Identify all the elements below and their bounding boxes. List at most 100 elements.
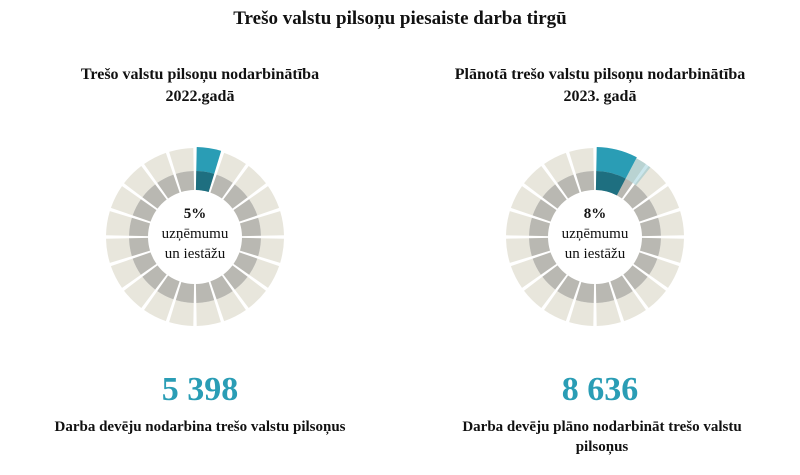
donut-outer-segment xyxy=(510,186,541,216)
donut-inner-segment xyxy=(142,184,167,209)
donut-inner-segment xyxy=(129,237,151,257)
donut-inner-segment xyxy=(132,252,157,275)
donut-outer-segment xyxy=(649,258,680,288)
donut-outer-segment xyxy=(124,166,156,198)
caption-line: Darba devēju nodarbina trešo valstu pils… xyxy=(54,419,346,435)
donut-inner-segment xyxy=(142,265,167,290)
caption-line: Darba devēju plāno nodarbināt trešo vals… xyxy=(462,419,742,435)
donut-outer-segment xyxy=(216,291,246,322)
donut-inner-segment xyxy=(610,275,633,300)
caption: Darba devēju plāno nodarbināt trešo vals… xyxy=(424,417,780,457)
panel-title: Plānotā trešo valstu pilsoņu nodarbinātī… xyxy=(400,64,800,108)
donut-outer-segment xyxy=(106,238,132,263)
donut-share-inner xyxy=(195,171,215,193)
donut-outer-segment xyxy=(169,148,194,174)
donut-inner-segment xyxy=(532,199,557,222)
panel-title-line: Trešo valstu pilsoņu nodarbinātība xyxy=(80,66,320,83)
donut-share-outer xyxy=(196,147,222,174)
donut-share-fade xyxy=(625,158,651,186)
donut-inner-segment xyxy=(157,174,180,199)
caption: Darba devēju nodarbina trešo valstu pils… xyxy=(0,417,400,437)
donut-inner-segment xyxy=(132,199,157,222)
share-percent: 5% xyxy=(183,206,207,222)
donut-outer-segment xyxy=(658,238,684,263)
donut-outer-segment xyxy=(106,211,132,236)
donut-outer-segment xyxy=(258,238,284,263)
center-label: 8% uzņēmumu un iestāžu xyxy=(534,204,656,264)
panel-title: Trešo valstu pilsoņu nodarbinātība 2022.… xyxy=(0,64,400,108)
donut-outer-segment xyxy=(634,276,666,308)
panel-title-line: 2023. gadā xyxy=(563,88,637,105)
center-label-line: uzņēmumu xyxy=(561,226,629,242)
donut-inner-segment xyxy=(623,184,648,209)
donut-outer-segment xyxy=(234,166,266,198)
donut-outer-segment xyxy=(196,300,221,326)
donut-outer-segment xyxy=(544,291,574,322)
donut-outer-segment xyxy=(569,148,594,174)
donut-inner-segment xyxy=(239,237,261,257)
donut-outer-segment xyxy=(234,276,266,308)
donut-inner-segment xyxy=(129,217,151,237)
donut-outer-segment xyxy=(524,166,556,198)
share-percent: 8% xyxy=(583,206,607,222)
donut-outer-segment xyxy=(169,300,194,326)
donut-inner-segment xyxy=(532,252,557,275)
donut-outer-segment xyxy=(144,152,174,183)
donut-inner-segment xyxy=(575,281,595,303)
donut-share-outer xyxy=(596,147,637,179)
panel-2022: Trešo valstu pilsoņu nodarbinātība 2022.… xyxy=(0,64,400,469)
donut-inner-segment xyxy=(529,217,551,237)
donut-inner-segment xyxy=(542,265,567,290)
donut-outer-segment xyxy=(510,258,541,288)
donut-outer-segment xyxy=(506,238,532,263)
donut-inner-segment xyxy=(233,252,258,275)
donut-inner-segment xyxy=(223,265,248,290)
donut-inner-segment xyxy=(157,275,180,300)
donut-inner-segment xyxy=(233,199,258,222)
donut-outer-segment xyxy=(216,152,246,183)
center-label: 5% uzņēmumu un iestāžu xyxy=(134,204,256,264)
donut-share-inner xyxy=(595,171,626,196)
donut-outer-segment xyxy=(249,186,280,216)
donut-inner-segment xyxy=(223,184,248,209)
donut-inner-segment xyxy=(639,237,661,257)
donut-inner-segment xyxy=(575,171,595,193)
donut-inner-segment xyxy=(633,199,658,222)
donut-outer-segment xyxy=(506,211,532,236)
donut-outer-segment xyxy=(144,291,174,322)
donut-outer-segment xyxy=(110,258,141,288)
donut-inner-segment xyxy=(175,171,195,193)
donut-outer-segment xyxy=(258,211,284,236)
donut-inner-segment xyxy=(239,217,261,237)
main-title: Trešo valstu pilsoņu piesaiste darba tir… xyxy=(233,8,567,29)
donut-chart-2022 xyxy=(106,147,284,326)
donut-outer-segment xyxy=(544,152,574,183)
caption-line: pilsoņus xyxy=(575,439,629,455)
donut-inner-segment xyxy=(595,281,615,303)
donut-inner-segment xyxy=(639,217,661,237)
donut-outer-segment xyxy=(634,166,666,198)
donut-outer-segment xyxy=(569,300,594,326)
panel-title-line: Plānotā trešo valstu pilsoņu nodarbinātī… xyxy=(454,66,746,83)
employer-count: 8 636 xyxy=(561,371,639,408)
center-label-line: un iestāžu xyxy=(164,246,226,262)
donut-inner-segment xyxy=(210,174,233,199)
panel-title-line: 2022.gadā xyxy=(165,88,235,105)
donut-inner-segment xyxy=(210,275,233,300)
donut-outer-segment xyxy=(524,276,556,308)
donut-outer-segment xyxy=(616,291,646,322)
employer-count: 5 398 xyxy=(161,371,239,408)
donut-inner-segment xyxy=(542,184,567,209)
donut-outer-segment xyxy=(649,186,680,216)
donut-inner-segment xyxy=(557,174,580,199)
donut-inner-segment xyxy=(623,265,648,290)
panel-2023: Plānotā trešo valstu pilsoņu nodarbinātī… xyxy=(400,64,800,469)
donut-inner-segment xyxy=(557,275,580,300)
donut-outer-segment xyxy=(658,211,684,236)
center-label-line: un iestāžu xyxy=(564,246,626,262)
center-label-line: uzņēmumu xyxy=(161,226,229,242)
donut-outer-segment xyxy=(124,276,156,308)
donut-outer-segment xyxy=(249,258,280,288)
donut-chart-2023 xyxy=(506,147,684,326)
donut-outer-segment xyxy=(110,186,141,216)
